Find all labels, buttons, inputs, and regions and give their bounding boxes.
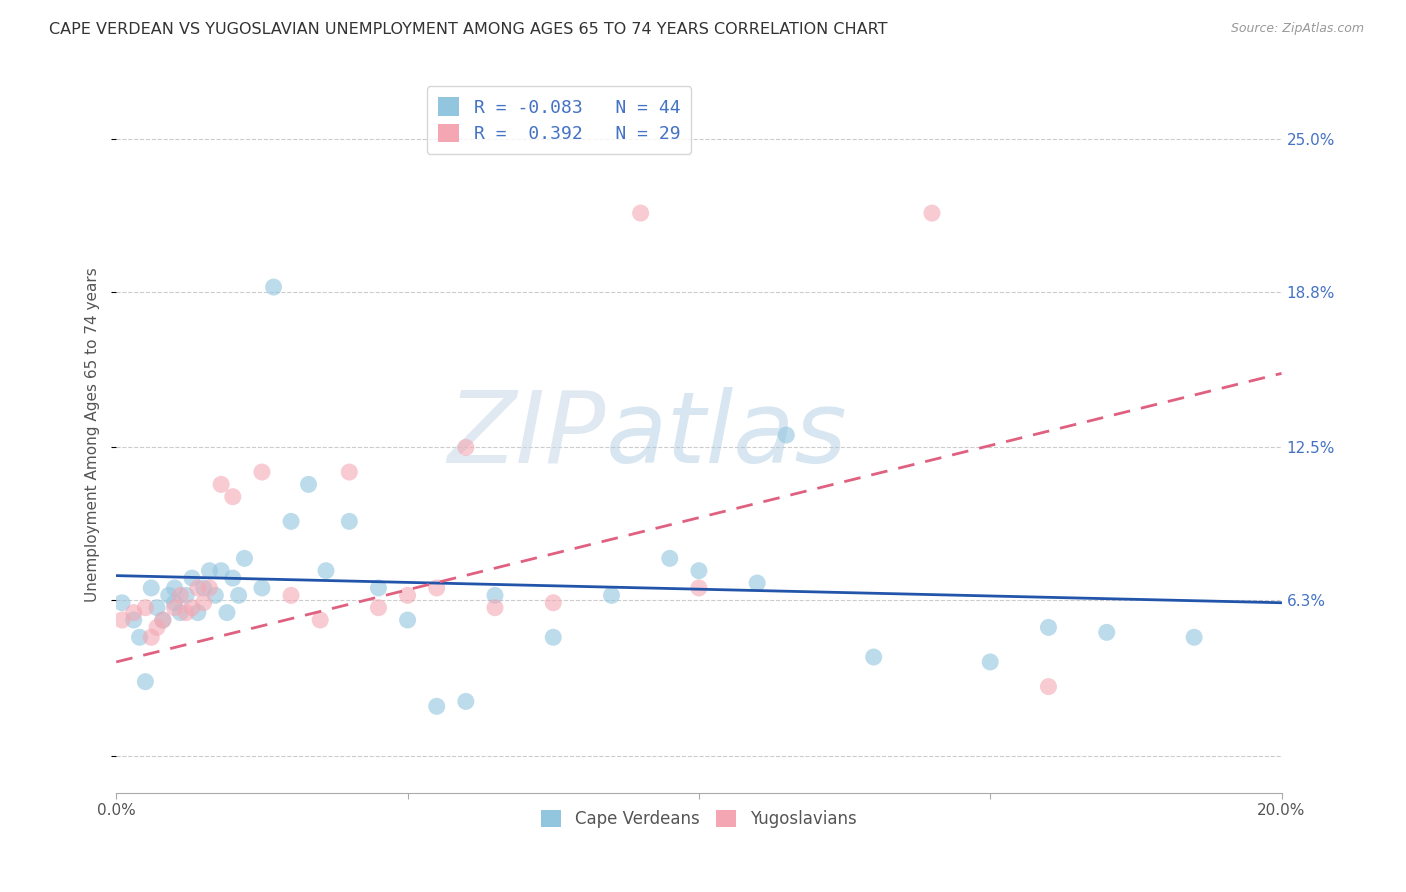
Point bbox=[1182, 630, 1205, 644]
Point bbox=[174, 606, 197, 620]
Point bbox=[396, 613, 419, 627]
Point bbox=[309, 613, 332, 627]
Point bbox=[228, 588, 250, 602]
Point bbox=[454, 441, 477, 455]
Point bbox=[122, 613, 145, 627]
Point bbox=[222, 571, 245, 585]
Point bbox=[688, 564, 710, 578]
Point bbox=[198, 581, 221, 595]
Point bbox=[297, 477, 319, 491]
Point bbox=[141, 581, 163, 595]
Point bbox=[222, 490, 245, 504]
Point bbox=[1095, 625, 1118, 640]
Point bbox=[209, 477, 232, 491]
Point bbox=[174, 588, 197, 602]
Point bbox=[134, 600, 156, 615]
Point bbox=[187, 606, 209, 620]
Point bbox=[204, 588, 226, 602]
Point bbox=[141, 630, 163, 644]
Point bbox=[250, 465, 273, 479]
Point bbox=[600, 588, 623, 602]
Text: Source: ZipAtlas.com: Source: ZipAtlas.com bbox=[1230, 22, 1364, 36]
Point bbox=[775, 428, 797, 442]
Point bbox=[193, 581, 215, 595]
Point bbox=[187, 581, 209, 595]
Point bbox=[688, 581, 710, 595]
Point bbox=[337, 514, 360, 528]
Point bbox=[181, 571, 204, 585]
Point bbox=[181, 600, 204, 615]
Point bbox=[541, 596, 564, 610]
Point bbox=[367, 581, 389, 595]
Point bbox=[280, 514, 302, 528]
Point bbox=[367, 600, 389, 615]
Point bbox=[1038, 680, 1060, 694]
Point bbox=[250, 581, 273, 595]
Point bbox=[396, 588, 419, 602]
Point bbox=[215, 606, 238, 620]
Point bbox=[163, 600, 186, 615]
Text: atlas: atlas bbox=[606, 386, 848, 483]
Point bbox=[122, 606, 145, 620]
Point bbox=[454, 694, 477, 708]
Point bbox=[198, 564, 221, 578]
Text: CAPE VERDEAN VS YUGOSLAVIAN UNEMPLOYMENT AMONG AGES 65 TO 74 YEARS CORRELATION C: CAPE VERDEAN VS YUGOSLAVIAN UNEMPLOYMENT… bbox=[49, 22, 887, 37]
Point bbox=[1038, 620, 1060, 634]
Point bbox=[263, 280, 285, 294]
Point bbox=[146, 600, 169, 615]
Point bbox=[193, 596, 215, 610]
Point bbox=[134, 674, 156, 689]
Point bbox=[169, 588, 191, 602]
Point bbox=[163, 596, 186, 610]
Point bbox=[152, 613, 174, 627]
Point bbox=[233, 551, 256, 566]
Point bbox=[979, 655, 1001, 669]
Point bbox=[169, 606, 191, 620]
Point bbox=[209, 564, 232, 578]
Point bbox=[921, 206, 943, 220]
Point bbox=[484, 600, 506, 615]
Point bbox=[315, 564, 337, 578]
Point bbox=[862, 650, 884, 665]
Point bbox=[658, 551, 681, 566]
Point bbox=[426, 699, 449, 714]
Point bbox=[747, 576, 769, 591]
Point bbox=[541, 630, 564, 644]
Point bbox=[157, 588, 180, 602]
Point bbox=[111, 613, 134, 627]
Point bbox=[111, 596, 134, 610]
Point bbox=[280, 588, 302, 602]
Point bbox=[630, 206, 652, 220]
Point bbox=[163, 581, 186, 595]
Point bbox=[484, 588, 506, 602]
Point bbox=[426, 581, 449, 595]
Text: ZIP: ZIP bbox=[447, 386, 606, 483]
Point bbox=[337, 465, 360, 479]
Legend: Cape Verdeans, Yugoslavians: Cape Verdeans, Yugoslavians bbox=[534, 803, 863, 834]
Point bbox=[152, 613, 174, 627]
Point bbox=[146, 620, 169, 634]
Point bbox=[128, 630, 150, 644]
Y-axis label: Unemployment Among Ages 65 to 74 years: Unemployment Among Ages 65 to 74 years bbox=[86, 268, 100, 602]
